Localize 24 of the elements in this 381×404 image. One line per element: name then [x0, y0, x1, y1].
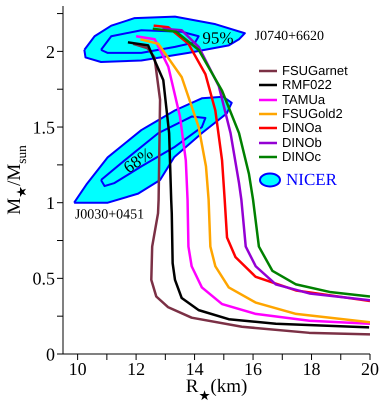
legend-label: TAMUa: [282, 92, 326, 107]
annotation: J0030+0451: [74, 207, 144, 222]
annotation: J0740+6620: [254, 28, 324, 44]
y-tick-label: 0: [46, 344, 55, 364]
legend-label: NICER: [286, 170, 337, 190]
x-tick-label: 18: [302, 358, 321, 379]
y-tick-label: 0.5: [32, 268, 55, 289]
x-tick-label: 10: [68, 358, 87, 379]
x-tick-label: 12: [127, 358, 146, 379]
x-tick-label: 14: [186, 358, 204, 379]
x-tick-label: 20: [361, 358, 379, 379]
legend-label: RMF022: [282, 77, 332, 92]
y-tick-label: 2: [46, 42, 55, 62]
x-axis-title: R$_{★}$(km): [186, 376, 248, 402]
legend-label: DINOa: [282, 120, 322, 136]
annotation: 95%: [202, 28, 234, 48]
annotation: 68%: [120, 144, 156, 178]
legend-label: DINOb: [282, 134, 322, 150]
y-tick-label: 1.5: [32, 117, 55, 138]
x-tick-label: 16: [244, 358, 262, 379]
y-tick-label: 1: [46, 193, 55, 214]
legend-label: FSUGarnet: [282, 63, 348, 78]
legend-label: FSUGold2: [282, 106, 343, 122]
legend-label: DINOc: [282, 148, 321, 164]
